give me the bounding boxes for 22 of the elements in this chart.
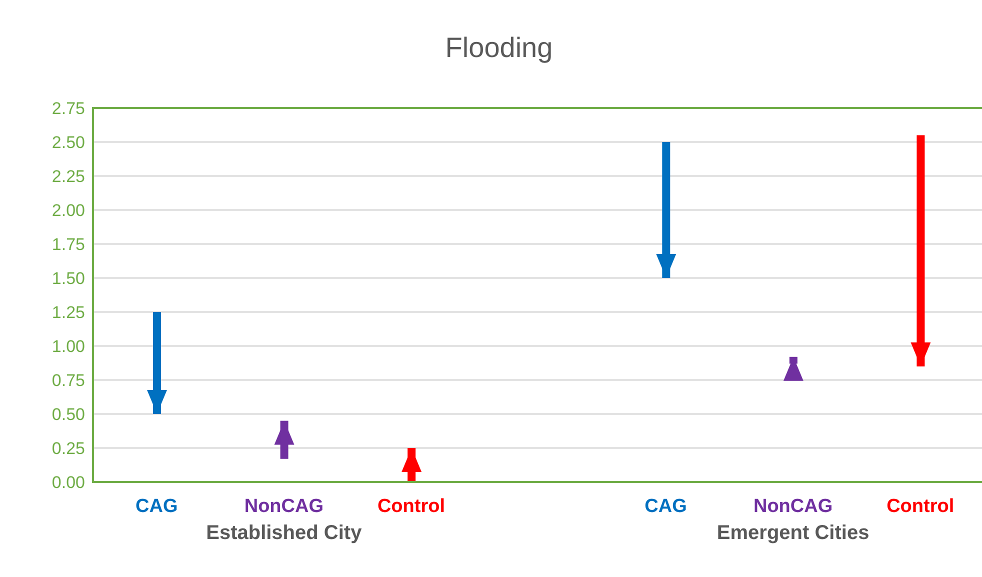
x-tick-label: Control <box>886 496 954 517</box>
y-tick-label: 0.25 <box>52 439 85 458</box>
x-tick-label: NonCAG <box>753 496 833 517</box>
y-tick-label: 0.50 <box>52 405 85 424</box>
y-tick-label: 1.50 <box>52 269 85 288</box>
x-tick-label: CAG <box>644 496 687 517</box>
y-tick-label: 1.25 <box>52 303 85 322</box>
text: Established City <box>205 522 363 545</box>
y-tick-label: 1.00 <box>52 337 85 356</box>
chart-title: Flooding <box>444 32 554 64</box>
y-tick-label: 2.75 <box>52 99 85 118</box>
y-tick-label: 1.75 <box>52 235 85 254</box>
y-tick-label: 0.00 <box>52 473 85 492</box>
bar <box>789 356 798 364</box>
x-tick-label: CAG <box>136 496 178 517</box>
x-tick-label: Control <box>377 496 445 517</box>
x-tick-label: NonCAG <box>244 496 324 517</box>
y-tick-label: 2.00 <box>52 201 85 220</box>
y-tick-label: 0.75 <box>52 371 85 390</box>
y-tick-label: 2.50 <box>52 133 85 152</box>
text: Emergent Cities <box>716 522 870 545</box>
y-tick-label: 2.25 <box>52 167 85 186</box>
